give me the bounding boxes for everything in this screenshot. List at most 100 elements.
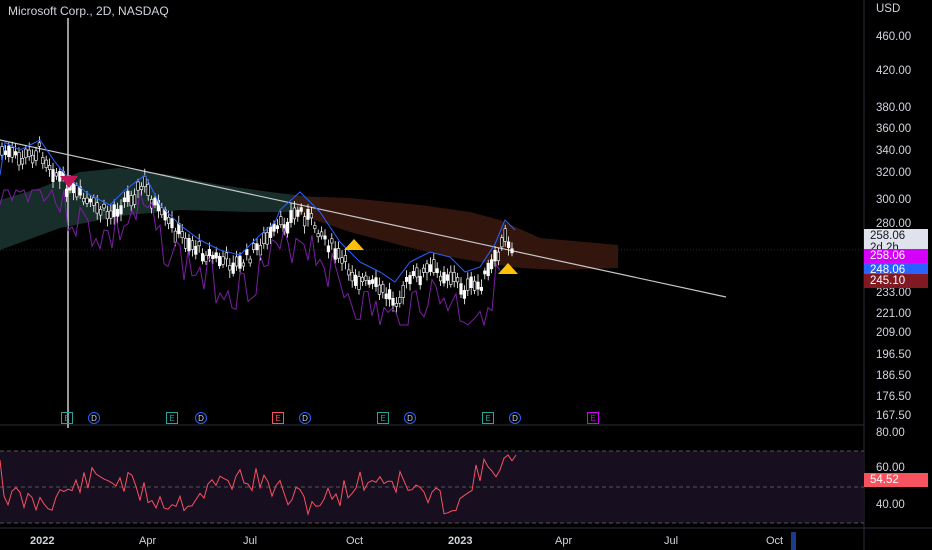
price-axis-label: 233.00 xyxy=(876,287,912,299)
dividend-marker[interactable]: D xyxy=(299,412,311,424)
time-axis-label[interactable]: 2023 xyxy=(448,535,473,547)
candle xyxy=(214,252,218,259)
candle xyxy=(479,286,484,291)
dividend-marker[interactable]: D xyxy=(404,412,416,424)
candle xyxy=(377,284,382,295)
candle xyxy=(285,221,290,234)
time-axis-label[interactable]: 2022 xyxy=(30,535,55,547)
price-axis-label: 300.00 xyxy=(876,194,912,206)
time-axis-label[interactable]: Apr xyxy=(139,535,157,547)
earnings-marker[interactable]: E xyxy=(587,412,599,424)
candle xyxy=(268,226,273,238)
candle xyxy=(432,259,436,273)
price-axis-label: 186.50 xyxy=(876,370,912,382)
candle xyxy=(184,237,188,249)
buy-signal xyxy=(498,263,518,274)
candle xyxy=(360,276,365,283)
dividend-marker[interactable]: D xyxy=(509,412,521,424)
candle xyxy=(323,235,327,240)
candle xyxy=(347,269,351,276)
candle xyxy=(14,151,18,156)
candle xyxy=(330,238,334,244)
price-axis-label: 380.00 xyxy=(876,102,912,114)
candle xyxy=(170,218,174,229)
candle xyxy=(265,232,269,245)
price-axis-label: 209.00 xyxy=(876,327,912,339)
earnings-marker[interactable]: E xyxy=(166,412,178,424)
dividend-marker[interactable]: D xyxy=(195,412,207,424)
candle xyxy=(95,202,99,214)
earnings-marker[interactable]: E xyxy=(377,412,389,424)
candle xyxy=(333,248,337,260)
earnings-marker[interactable]: E xyxy=(61,412,73,424)
price-axis-label: 360.00 xyxy=(876,123,912,135)
candle xyxy=(292,207,297,220)
candle xyxy=(258,244,263,256)
time-axis-label[interactable]: Apr xyxy=(555,535,573,547)
candle xyxy=(472,280,477,291)
sell-signal xyxy=(60,176,78,188)
candle xyxy=(306,208,310,220)
candle xyxy=(418,275,422,286)
dividend-marker[interactable]: D xyxy=(88,412,100,424)
candle xyxy=(340,257,344,264)
candle xyxy=(30,154,35,164)
time-scroll-handle[interactable] xyxy=(791,532,796,550)
candle xyxy=(408,275,412,285)
candle xyxy=(476,281,480,290)
time-axis-label[interactable]: Oct xyxy=(346,535,364,547)
rsi-axis-label: 60.00 xyxy=(876,462,905,474)
price-tag-blue: 248.06 xyxy=(864,263,928,277)
candle xyxy=(316,233,320,238)
price-axis-label: 320.00 xyxy=(876,167,912,179)
rsi-axis-label: 80.00 xyxy=(876,427,905,439)
candle xyxy=(136,181,140,191)
candle xyxy=(71,182,75,194)
candle xyxy=(421,267,426,273)
candle xyxy=(384,293,388,300)
candle xyxy=(105,211,109,220)
candle xyxy=(319,231,324,237)
candle xyxy=(129,195,133,207)
candle xyxy=(99,209,103,216)
candle xyxy=(374,277,378,287)
candle xyxy=(248,258,252,264)
candle xyxy=(252,243,256,250)
price-axis-label: 196.50 xyxy=(876,349,912,361)
price-axis-label: 280.00 xyxy=(876,218,912,230)
candle xyxy=(353,274,358,286)
candle xyxy=(302,216,307,227)
time-axis-label[interactable]: Jul xyxy=(664,535,679,547)
earnings-marker[interactable]: E xyxy=(482,412,494,424)
candle xyxy=(326,245,331,253)
candle xyxy=(313,225,317,229)
candle xyxy=(82,198,86,203)
candle xyxy=(228,265,232,271)
rsi-line xyxy=(0,454,517,516)
candle xyxy=(54,172,58,177)
cloud-red xyxy=(290,196,618,270)
earnings-marker[interactable]: E xyxy=(272,412,284,424)
time-axis-label[interactable]: Oct xyxy=(766,535,784,547)
candle xyxy=(336,248,341,259)
time-axis-label[interactable]: Jul xyxy=(243,535,258,547)
candle xyxy=(387,289,392,300)
candle xyxy=(391,297,395,306)
candle xyxy=(398,297,402,304)
candle xyxy=(65,188,69,197)
candle xyxy=(381,284,385,293)
candle xyxy=(41,157,45,164)
candle xyxy=(156,200,161,212)
candle xyxy=(238,255,242,269)
candle xyxy=(245,248,249,256)
candle xyxy=(85,197,89,204)
candle xyxy=(435,268,439,274)
candle xyxy=(133,194,137,205)
candle xyxy=(370,279,375,284)
candle xyxy=(483,270,487,275)
candle xyxy=(3,150,7,155)
last-price-value: 258.06 xyxy=(870,230,906,242)
candle xyxy=(425,263,429,274)
candle xyxy=(404,277,409,282)
